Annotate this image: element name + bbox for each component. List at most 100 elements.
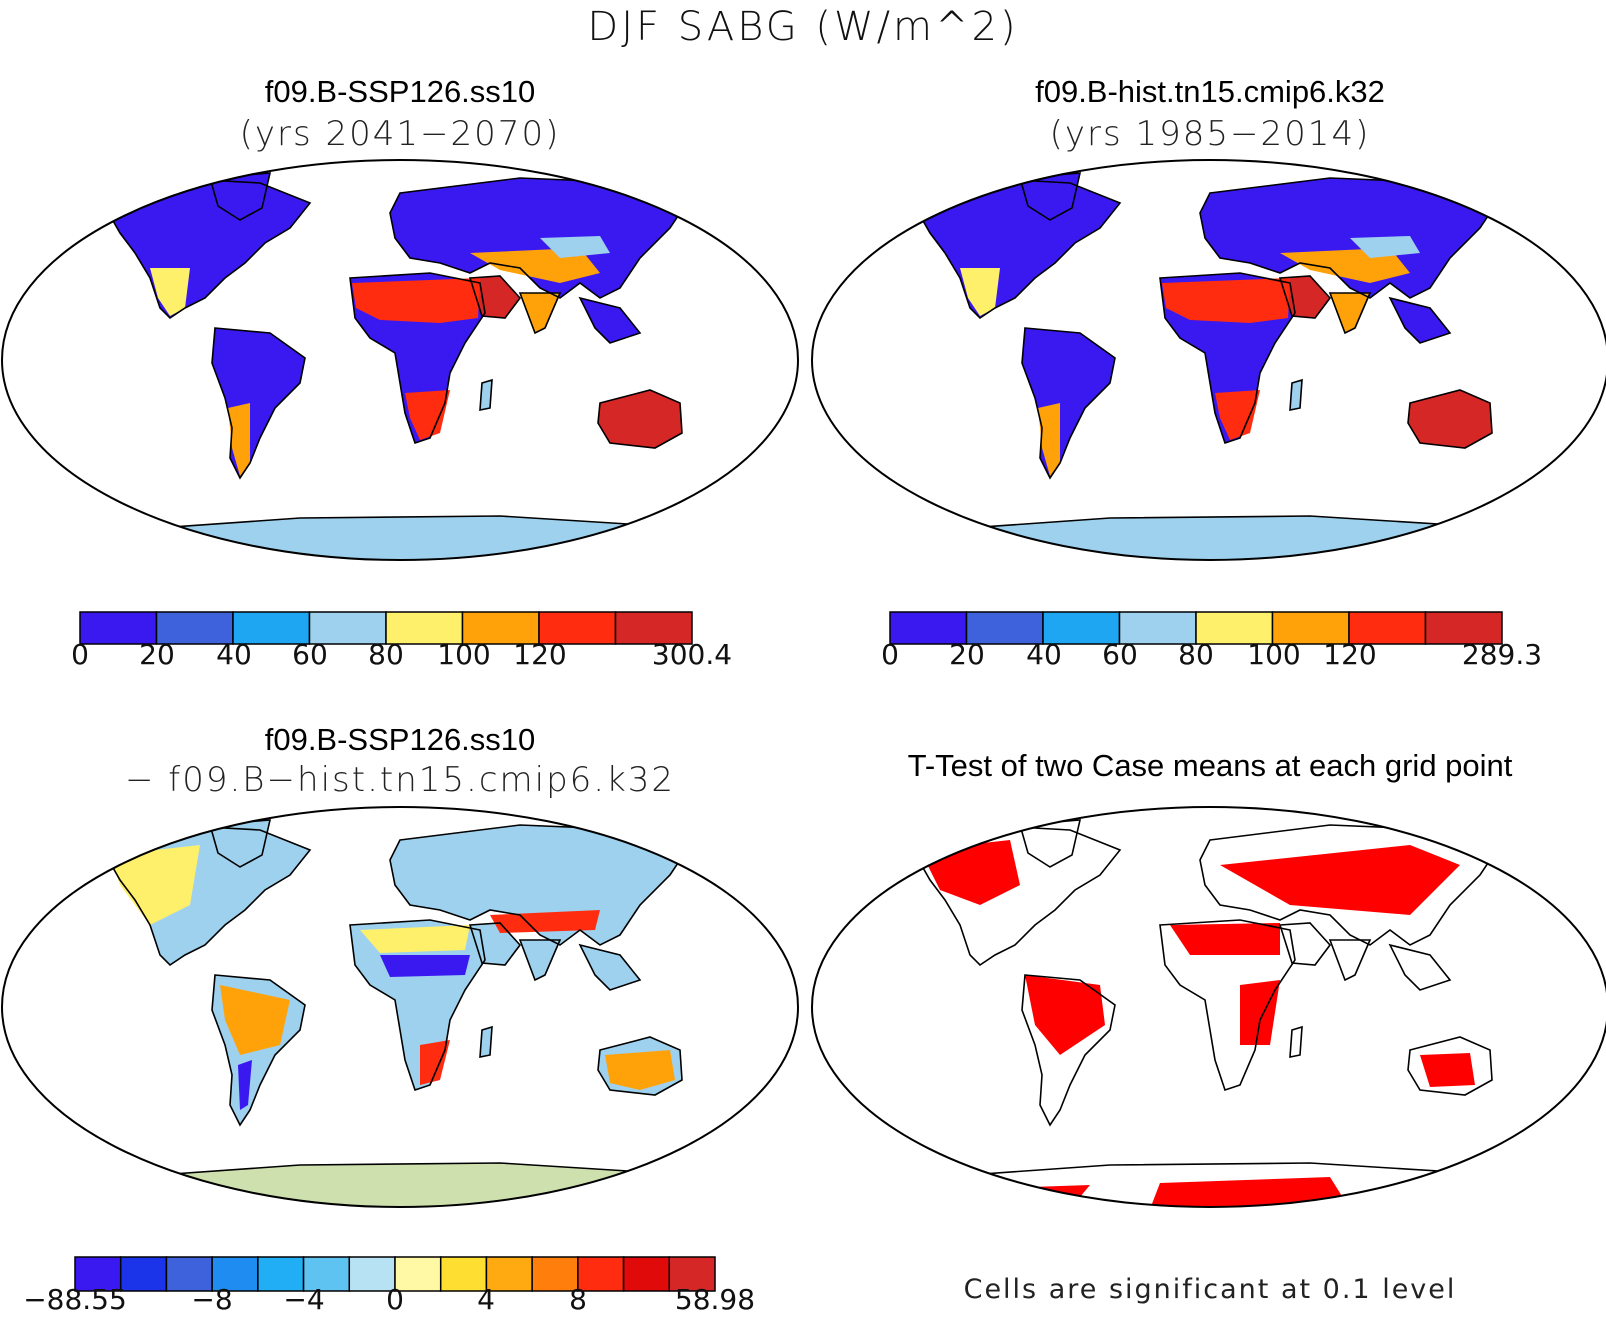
colorbar-swatch <box>1348 611 1427 645</box>
colorbar-swatch <box>302 1256 351 1292</box>
southern-africa-band <box>405 390 450 440</box>
case1-title: f09.B-SSP126.ss10 <box>264 74 536 109</box>
sahara-warm <box>360 925 470 953</box>
colorbar-tick-label: 80 <box>1178 638 1214 671</box>
significant-region <box>1420 1053 1475 1087</box>
case2-map <box>811 159 1606 561</box>
case1-subtitle: (yrs 2041−2070) <box>239 114 561 154</box>
mexico-band <box>150 268 190 316</box>
colorbar-swatch <box>1271 611 1350 645</box>
case2-title: f09.B-hist.tn15.cmip6.k32 <box>1035 74 1385 109</box>
colorbar-tick-label: 80 <box>368 638 404 671</box>
arabia <box>1280 276 1330 318</box>
madagascar-ttest <box>1290 1027 1302 1057</box>
colorbar-swatch <box>668 1256 716 1292</box>
colorbar-swatch <box>348 1256 396 1292</box>
significant-region <box>940 1185 1090 1207</box>
colorbar-swatch <box>439 1256 488 1292</box>
figure-title: DJF SABG (W/m^2) <box>587 4 1019 50</box>
arabia <box>470 276 520 318</box>
southeast-asia <box>1390 298 1450 343</box>
ttest-title: T-Test of two Case means at each grid po… <box>907 748 1513 783</box>
significant-region <box>1170 923 1280 955</box>
colorbar-swatch <box>531 1256 579 1292</box>
colorbar-tick-label: 0 <box>881 638 899 671</box>
arabia-diff <box>470 923 520 965</box>
colorbar-tick-label: 40 <box>1026 638 1062 671</box>
diff-title: f09.B-SSP126.ss10 <box>264 722 536 757</box>
diff-colorbar: −88.55 −8 −4 0 4 8 58.98 <box>23 1256 755 1316</box>
colorbar-swatch <box>965 611 1044 645</box>
map-frame <box>1 806 799 1208</box>
greenland <box>210 173 270 220</box>
ttest-map <box>811 806 1606 1208</box>
diff-subtitle: − f09.B−hist.tn15.cmip6.k32 <box>124 760 676 800</box>
diff-map <box>1 806 799 1208</box>
mongolia-band <box>540 236 610 258</box>
andes-band <box>228 403 250 476</box>
southeast-asia <box>580 298 640 343</box>
colorbar-swatch <box>79 611 158 645</box>
colorbar-tick-label: 8 <box>569 1283 587 1316</box>
significant-region <box>1220 845 1460 915</box>
colorbar-swatch <box>614 611 693 645</box>
india <box>1330 293 1370 333</box>
australia-warm <box>605 1050 675 1090</box>
sahara-band <box>1162 278 1290 323</box>
madagascar <box>480 380 492 410</box>
southern-africa-band <box>1215 390 1260 440</box>
colorbar-swatch <box>119 1256 168 1292</box>
colorbar-swatch <box>165 1256 213 1292</box>
greenland <box>1020 173 1080 220</box>
greenland-ttest <box>1020 820 1080 867</box>
colorbar-tick-label: −8 <box>191 1283 232 1316</box>
colorbar-swatch <box>394 1256 442 1292</box>
australia <box>1408 390 1492 448</box>
southern-africa-warm <box>420 1040 450 1085</box>
colorbar-swatch <box>485 1256 533 1292</box>
case2-colorbar: 0 20 40 60 80 100 120 289.3 <box>881 611 1542 671</box>
colorbar-tick-label: 58.98 <box>675 1283 755 1316</box>
colorbar-tick-label: 289.3 <box>1462 638 1542 671</box>
colorbar-tick-label: 120 <box>1323 638 1376 671</box>
colorbar-swatch <box>385 611 464 645</box>
india-ttest <box>1330 940 1370 980</box>
colorbar-tick-label: −4 <box>283 1283 324 1316</box>
colorbar-tick-label: 20 <box>139 638 175 671</box>
sahel-cool <box>380 955 470 977</box>
asia-warm <box>490 910 600 933</box>
colorbar-tick-label: 0 <box>71 638 89 671</box>
india <box>520 293 560 333</box>
colorbar-swatch <box>1195 611 1274 645</box>
india-diff <box>520 940 560 980</box>
colorbar-swatch <box>1118 611 1197 645</box>
colorbar-swatch <box>889 611 968 645</box>
seAsia-ttest <box>1390 945 1450 990</box>
colorbar-tick-label: 100 <box>1247 638 1300 671</box>
greenland-diff <box>210 820 270 867</box>
australia <box>598 390 682 448</box>
map-frame <box>1 159 799 561</box>
colorbar-tick-label: 20 <box>949 638 985 671</box>
andes-band <box>1038 403 1060 476</box>
significant-region <box>1025 975 1105 1055</box>
sahara-band <box>352 278 480 323</box>
seAsia-diff <box>580 945 640 990</box>
colorbar-tick-label: 300.4 <box>652 638 732 671</box>
colorbar-swatch <box>622 1256 671 1292</box>
africa-ttest <box>1160 920 1295 1090</box>
mongolia-band <box>1350 236 1420 258</box>
significant-region <box>1240 980 1280 1045</box>
eurasia-diff <box>390 825 690 945</box>
colorbar-swatch <box>232 611 311 645</box>
case1-colorbar: 0 20 40 60 80 100 120 300.4 <box>71 611 732 671</box>
colorbar-tick-label: 4 <box>477 1283 495 1316</box>
colorbar-swatch <box>538 611 617 645</box>
colorbar-tick-label: 60 <box>292 638 328 671</box>
arabia-ttest <box>1280 923 1330 965</box>
colorbar-swatch <box>211 1256 259 1292</box>
colorbar-swatch <box>74 1256 122 1292</box>
na-warm <box>110 845 200 925</box>
colorbar-swatch <box>257 1256 305 1292</box>
colorbar-tick-label: −88.55 <box>23 1283 127 1316</box>
